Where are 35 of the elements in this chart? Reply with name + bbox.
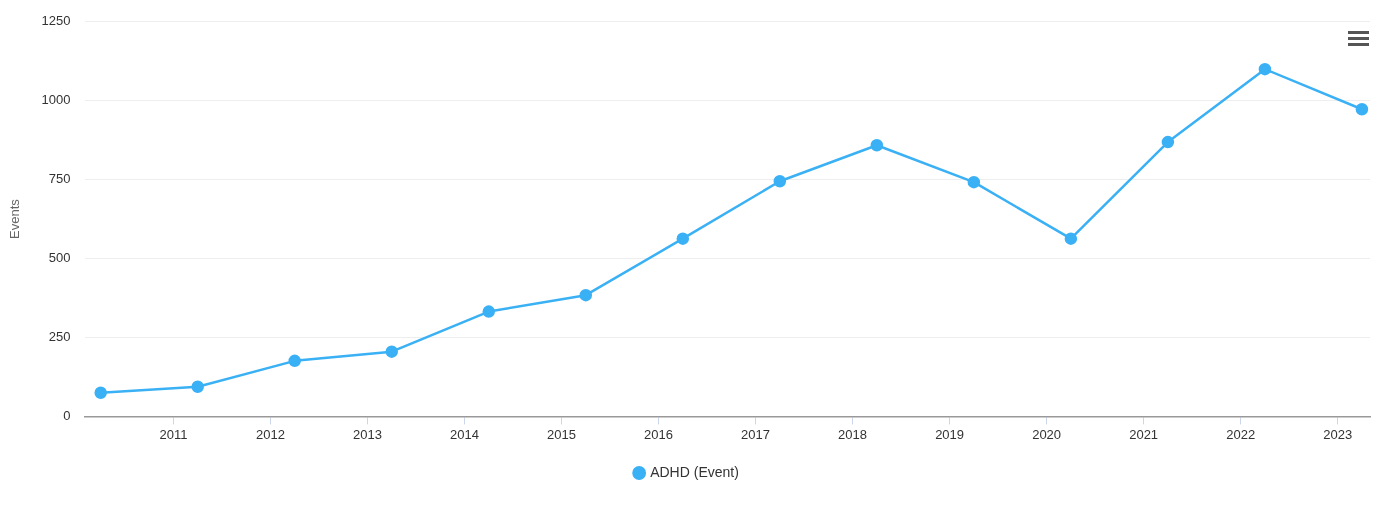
y-tick-label: 250 [48, 329, 71, 345]
y-tick-label: 750 [48, 171, 71, 187]
point [676, 232, 690, 245]
point [870, 138, 884, 152]
x-tick-label: 2017 [741, 426, 771, 442]
point [773, 174, 787, 188]
legend-label: ADHD (Event) [650, 463, 739, 480]
y-tick-label: 0 [63, 407, 71, 423]
x-tick-label: 2011 [159, 426, 188, 442]
x-tick-label: 2018 [838, 426, 868, 442]
point [1355, 102, 1369, 116]
y-tick-label: 500 [48, 250, 71, 266]
x-tick-label: 2012 [256, 426, 285, 442]
x-tick-label: 2021 [1129, 426, 1159, 442]
point [1258, 62, 1272, 76]
x-tick-label: 2015 [547, 426, 576, 442]
point [288, 354, 301, 368]
point [191, 380, 204, 393]
y-tick-label: 1250 [41, 13, 71, 29]
x-tick-label: 2020 [1032, 426, 1062, 442]
x-tick-label: 2022 [1226, 426, 1256, 442]
x-tick-label: 2019 [935, 426, 965, 442]
y-tick-label: 1000 [41, 92, 71, 108]
x-tick-label: 2014 [450, 426, 479, 442]
point [94, 386, 107, 399]
x-tick-label: 2013 [353, 426, 382, 442]
point [1161, 135, 1175, 149]
point [967, 175, 981, 189]
point [385, 345, 398, 358]
point [1064, 232, 1078, 245]
x-tick-label: 2016 [644, 426, 673, 442]
point [579, 288, 593, 302]
y-axis-title: Events [7, 198, 23, 239]
point [482, 305, 496, 318]
x-tick-label: 2023 [1323, 426, 1353, 442]
